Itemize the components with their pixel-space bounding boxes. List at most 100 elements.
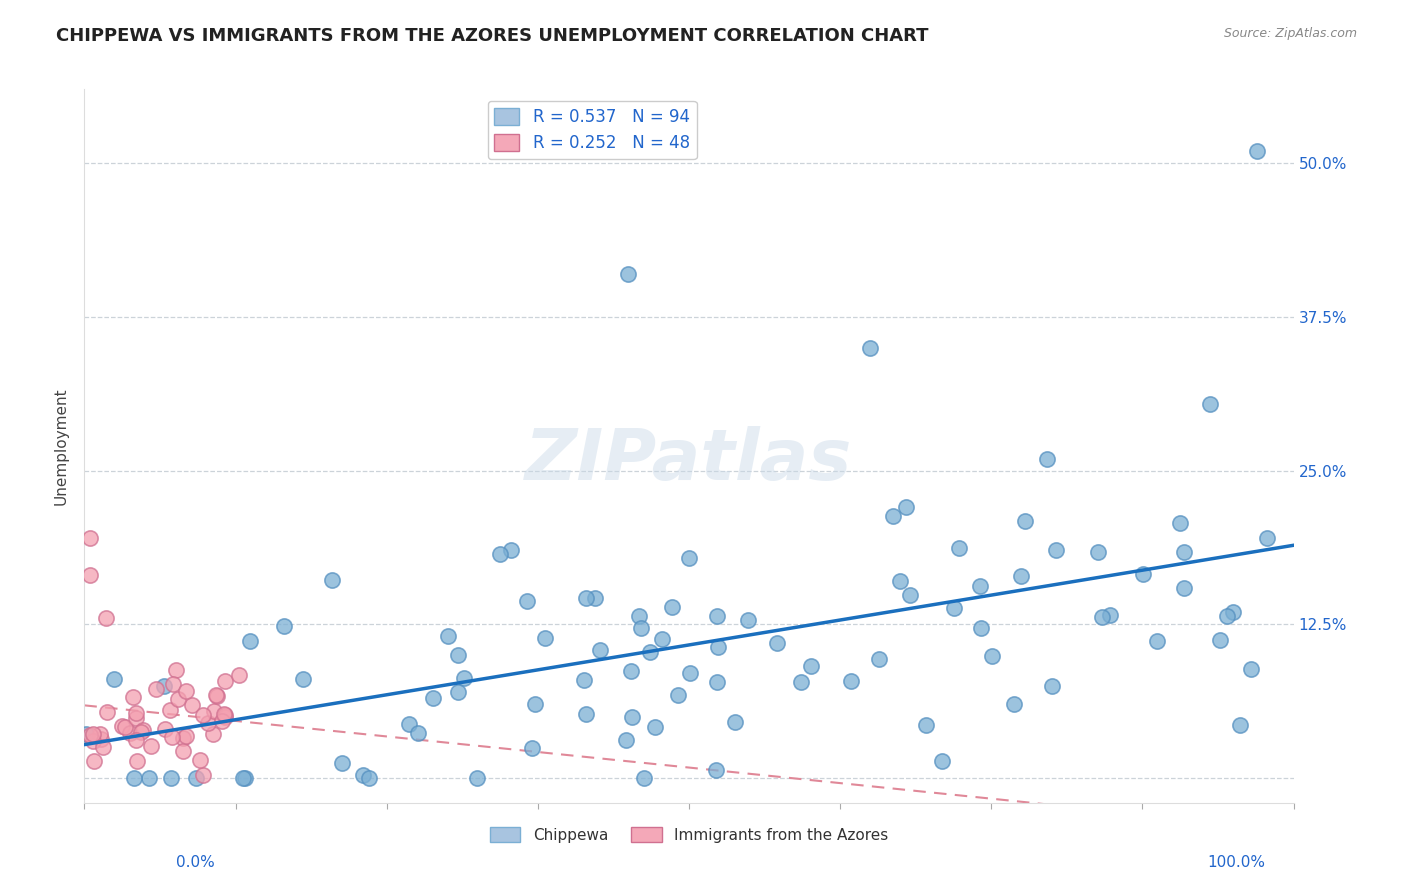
Point xyxy=(1240,662,1263,676)
Point xyxy=(516,594,538,608)
Point xyxy=(620,710,643,724)
Point xyxy=(638,645,661,659)
Point xyxy=(1256,531,1278,545)
Point xyxy=(453,671,475,685)
Point xyxy=(214,674,236,689)
Point xyxy=(332,756,354,771)
Point xyxy=(125,706,148,720)
Point xyxy=(153,679,176,693)
Point xyxy=(915,718,938,732)
Point xyxy=(207,689,229,703)
Point xyxy=(790,675,813,690)
Y-axis label: Unemployment: Unemployment xyxy=(53,387,69,505)
Point xyxy=(575,707,598,722)
Point xyxy=(1146,633,1168,648)
Point xyxy=(644,720,666,734)
Point xyxy=(620,665,643,679)
Point xyxy=(633,771,655,785)
Point xyxy=(724,715,747,730)
Point xyxy=(201,727,224,741)
Point xyxy=(79,531,101,545)
Point xyxy=(422,691,444,706)
Point xyxy=(1170,516,1192,530)
Point xyxy=(212,706,235,721)
Point xyxy=(89,727,111,741)
Point xyxy=(75,727,97,741)
Point xyxy=(948,541,970,555)
Point xyxy=(114,720,136,734)
Point xyxy=(131,723,153,738)
Point xyxy=(488,547,510,561)
Point xyxy=(352,768,374,782)
Point xyxy=(859,341,882,355)
Point xyxy=(125,733,148,747)
Point xyxy=(661,599,683,614)
Point xyxy=(273,619,295,633)
Point xyxy=(127,754,149,768)
Point xyxy=(1091,610,1114,624)
Point xyxy=(357,771,380,785)
Point xyxy=(160,771,183,785)
Point xyxy=(1010,568,1032,582)
Point xyxy=(197,716,219,731)
Point xyxy=(214,707,236,722)
Point xyxy=(211,714,233,729)
Point xyxy=(122,690,145,705)
Point xyxy=(94,611,117,625)
Point xyxy=(617,267,640,281)
Point xyxy=(1246,144,1268,158)
Point xyxy=(666,688,689,702)
Point xyxy=(898,589,921,603)
Point xyxy=(228,668,250,682)
Point xyxy=(79,568,101,582)
Point xyxy=(90,732,112,747)
Point xyxy=(1216,608,1239,623)
Point xyxy=(1229,718,1251,732)
Point xyxy=(679,666,702,681)
Point xyxy=(704,763,727,777)
Point xyxy=(291,672,314,686)
Point xyxy=(125,710,148,724)
Point xyxy=(83,754,105,768)
Point xyxy=(651,632,673,646)
Point xyxy=(943,600,966,615)
Point xyxy=(765,636,787,650)
Point xyxy=(172,731,194,745)
Point xyxy=(129,725,152,739)
Point xyxy=(159,703,181,717)
Point xyxy=(1045,543,1067,558)
Point xyxy=(737,613,759,627)
Point xyxy=(931,754,953,768)
Point xyxy=(118,726,141,740)
Point xyxy=(706,609,728,624)
Point xyxy=(465,771,488,785)
Point xyxy=(214,710,236,724)
Point xyxy=(522,740,544,755)
Point xyxy=(139,739,162,754)
Point xyxy=(447,685,470,699)
Point xyxy=(1014,514,1036,528)
Point xyxy=(799,659,821,673)
Point xyxy=(628,609,651,624)
Point xyxy=(162,676,184,690)
Point xyxy=(1132,566,1154,581)
Point xyxy=(447,648,470,662)
Point xyxy=(583,591,606,605)
Point xyxy=(1036,452,1059,467)
Point xyxy=(980,648,1002,663)
Point xyxy=(235,771,257,785)
Point xyxy=(894,500,917,514)
Point xyxy=(232,771,254,785)
Point xyxy=(1087,545,1109,559)
Point xyxy=(172,744,194,758)
Text: 100.0%: 100.0% xyxy=(1208,855,1265,870)
Point xyxy=(882,509,904,524)
Point xyxy=(82,734,104,748)
Point xyxy=(111,719,134,733)
Point xyxy=(103,672,125,686)
Text: CHIPPEWA VS IMMIGRANTS FROM THE AZORES UNEMPLOYMENT CORRELATION CHART: CHIPPEWA VS IMMIGRANTS FROM THE AZORES U… xyxy=(56,27,929,45)
Point xyxy=(174,684,197,698)
Point xyxy=(239,633,262,648)
Point xyxy=(138,771,160,785)
Point xyxy=(96,705,118,719)
